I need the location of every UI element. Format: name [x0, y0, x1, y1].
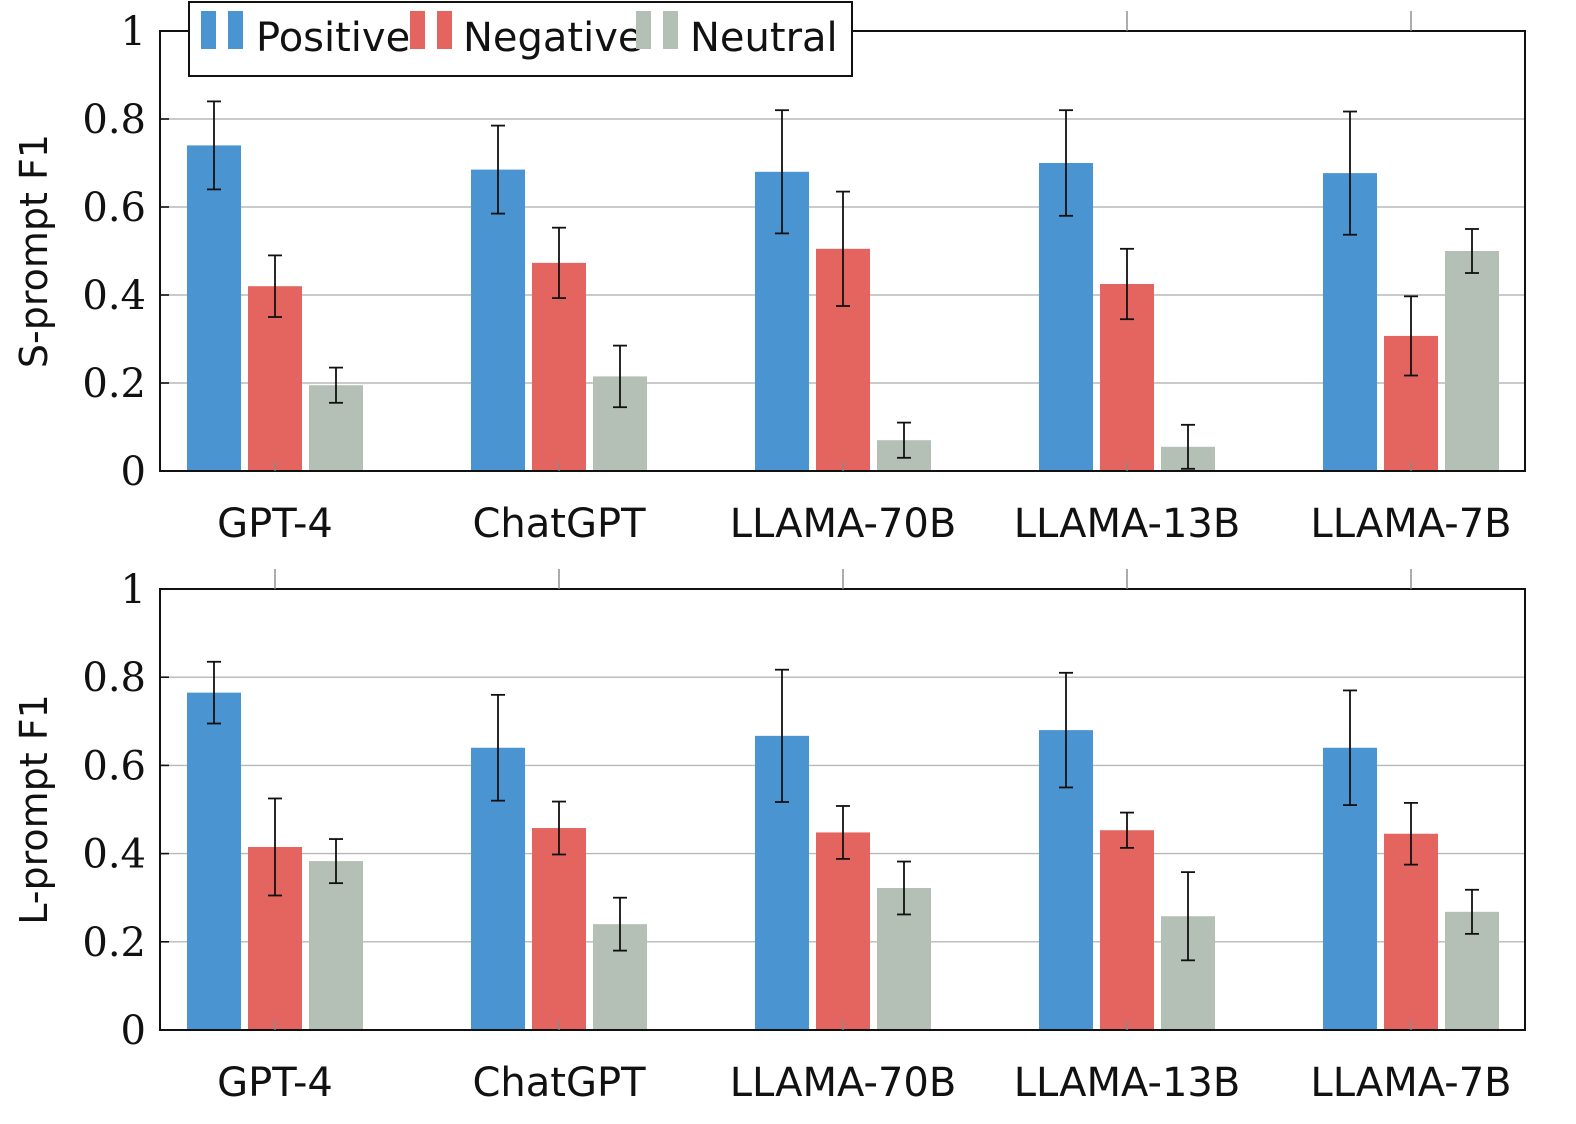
bar-positive-gpt-4	[187, 692, 241, 1030]
y-tick-label: 0.6	[82, 743, 146, 789]
error-bar-neutral-chatgpt	[613, 344, 627, 409]
error-bar-neutral-llama-7b	[1465, 228, 1479, 274]
x-tick-label-gpt-4: GPT-4	[217, 1060, 333, 1106]
y-tick-label: 0.4	[82, 832, 146, 878]
error-bar-negative-llama-70b	[836, 805, 850, 860]
y-tick-label: 0.2	[82, 361, 146, 407]
y-tick-label: 1	[121, 9, 146, 55]
bar-positive-gpt-4	[187, 145, 241, 471]
error-bar-negative-llama-13b	[1120, 811, 1134, 849]
y-tick-label: 0.8	[82, 97, 146, 143]
legend-entry-neutral: Neutral	[636, 11, 838, 61]
bar-negative-llama-13b	[1100, 830, 1154, 1030]
legend-swatch	[663, 11, 678, 49]
error-bar-neutral-llama-13b	[1181, 871, 1195, 962]
legend-label: Positive	[256, 15, 410, 61]
error-bar-neutral-llama-13b	[1181, 423, 1195, 470]
y-axis-label: S-prompt F1	[12, 134, 56, 368]
error-bar-neutral-llama-70b	[897, 421, 911, 459]
error-bar-positive-chatgpt	[491, 693, 505, 802]
y-tick-label: 0.8	[82, 655, 146, 701]
x-tick-label-chatgpt: ChatGPT	[472, 501, 646, 547]
x-tick-label-llama-7b: LLAMA-7B	[1310, 1060, 1511, 1106]
y-tick-label: 1	[121, 567, 146, 613]
error-bar-neutral-gpt-4	[329, 366, 343, 404]
legend-swatch	[201, 11, 216, 49]
chart-panel-1: GPT-4 ChatGPT LLAMA-70B LLAMA-13B LLAMA-7B 0 0…	[12, 9, 1526, 547]
error-bar-positive-llama-7b	[1343, 689, 1357, 806]
error-bar-negative-chatgpt	[552, 226, 566, 299]
legend-entry-positive: Positive	[201, 11, 410, 61]
x-tick-label-llama-7b: LLAMA-7B	[1310, 501, 1511, 547]
legend-swatch	[228, 11, 243, 49]
legend-swatch	[437, 11, 452, 49]
error-bar-negative-llama-13b	[1120, 247, 1134, 321]
legend-label: Negative	[463, 15, 643, 61]
bar-negative-chatgpt	[532, 828, 586, 1030]
error-bar-negative-chatgpt	[552, 800, 566, 856]
error-bar-positive-chatgpt	[491, 124, 505, 215]
error-bar-positive-gpt-4	[207, 100, 221, 191]
x-tick-label-gpt-4: GPT-4	[217, 501, 333, 547]
error-bar-negative-llama-7b	[1404, 801, 1418, 866]
chart-panel-2: GPT-4 ChatGPT LLAMA-70B LLAMA-13B LLAMA-7B 0 0…	[12, 567, 1526, 1106]
error-bar-positive-llama-70b	[775, 109, 789, 235]
error-bar-negative-gpt-4	[268, 254, 282, 318]
error-bar-positive-llama-13b	[1059, 109, 1073, 217]
legend-entry-negative: Negative	[410, 11, 643, 61]
bar-positive-chatgpt	[471, 169, 525, 471]
bar-neutral-llama-7b	[1445, 251, 1499, 471]
y-axis-label: L-prompt F1	[12, 694, 56, 925]
legend-label: Neutral	[690, 15, 838, 61]
x-tick-label-llama-70b: LLAMA-70B	[730, 1060, 957, 1106]
error-bar-neutral-chatgpt	[613, 896, 627, 952]
x-tick-label-llama-13b: LLAMA-13B	[1014, 501, 1241, 547]
error-bar-positive-llama-7b	[1343, 110, 1357, 236]
y-tick-label: 0	[121, 449, 146, 495]
y-tick-label: 0	[121, 1008, 146, 1054]
error-bar-negative-llama-7b	[1404, 295, 1418, 377]
error-bar-negative-llama-70b	[836, 190, 850, 307]
legend-box	[188, 1, 853, 77]
error-bar-positive-gpt-4	[207, 660, 221, 725]
error-bar-neutral-llama-70b	[897, 860, 911, 916]
bar-negative-llama-70b	[816, 832, 870, 1030]
error-bar-positive-llama-70b	[775, 668, 789, 803]
error-bar-negative-gpt-4	[268, 797, 282, 897]
y-tick-label: 0.6	[82, 185, 146, 231]
x-tick-label-llama-70b: LLAMA-70B	[730, 501, 957, 547]
x-tick-label-chatgpt: ChatGPT	[472, 1060, 646, 1106]
error-bar-neutral-llama-7b	[1465, 888, 1479, 935]
error-bar-neutral-gpt-4	[329, 838, 343, 885]
y-tick-label: 0.4	[82, 273, 146, 319]
legend-swatch	[636, 11, 651, 49]
y-tick-label: 0.2	[82, 920, 146, 966]
bar-negative-llama-7b	[1384, 833, 1438, 1030]
bar-neutral-gpt-4	[309, 861, 363, 1030]
legend: Positive Negative Neutral	[188, 1, 853, 77]
x-tick-label-llama-13b: LLAMA-13B	[1014, 1060, 1241, 1106]
error-bar-positive-llama-13b	[1059, 671, 1073, 789]
legend-swatch	[410, 11, 425, 49]
